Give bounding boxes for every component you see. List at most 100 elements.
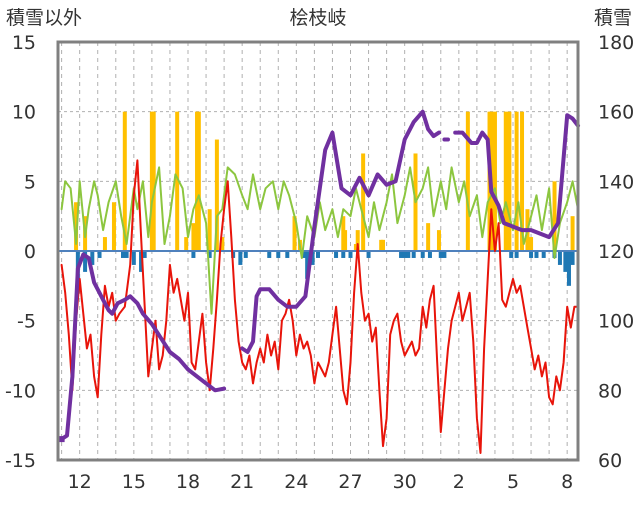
snow_change-bar [420,251,425,258]
snow_change-bar [402,251,407,258]
precip-bar [507,111,512,252]
x-tick-label: 24 [284,471,308,493]
snow_change-bar [83,251,88,272]
precip-bar [552,181,557,251]
snow_change-bar [191,251,196,258]
snow_change-bar [124,251,129,258]
x-tick-label: 27 [338,471,362,493]
left-tick-label: 15 [12,32,36,54]
snow_change-bar [399,251,404,258]
x-tick-label: 18 [176,471,200,493]
left-tick-label: -10 [5,380,36,402]
snow_change-bar [406,251,411,258]
snow_change-bar [566,251,571,286]
x-tick-label: 5 [507,471,519,493]
snow_change-bar [427,251,432,258]
snow_change-bar [348,251,353,258]
precip-bar [436,230,441,251]
snow_change-bar [534,251,539,258]
precip-bar [220,237,225,251]
right-tick-label: 180 [598,32,634,54]
right-tick-label: 160 [598,102,634,124]
snow_change-bar [301,251,306,258]
right-tick-label: 100 [598,311,634,333]
right-tick-label: 60 [598,450,622,472]
left-tick-label: -5 [17,311,36,333]
snow_change-bar [121,251,125,258]
left-axis-label: 積雪以外 [6,7,82,29]
precip-bar [207,209,212,251]
left-tick-labels: 15 10 5 0 -5 -10 -15 [5,32,36,472]
right-tick-label: 80 [598,380,622,402]
snow_change-bar [90,251,95,265]
snow_change-bar [131,251,136,265]
snow_change-bar [563,251,568,272]
plot-frame [56,40,580,462]
precip-bar [184,237,189,251]
precip-bar [151,111,156,252]
precip-bar [520,111,525,252]
x-tick-label: 2 [453,471,465,493]
precip-bar [196,111,201,252]
min_temp-line [60,159,579,454]
precip-bar [514,111,519,252]
snow_change-bar [509,251,514,258]
x-tick-labels: 12 15 18 21 24 27 30 2 5 8 [68,471,574,493]
precip-bar [355,230,360,251]
precip-bar [175,111,180,252]
snow_change-bar [529,251,534,258]
snow_change-bar [316,251,320,258]
precip-bar [111,202,116,251]
x-tick-label: 30 [393,471,417,493]
precip-bar [503,111,508,252]
left-tick-label: -15 [5,450,36,472]
right-tick-labels: 180 160 140 120 100 80 60 [598,32,634,472]
precip-bar [122,111,127,252]
precip-bar [292,216,297,251]
snow_change-bar [438,251,443,258]
precip-bar [381,239,385,251]
left-tick-label: 10 [12,102,36,124]
snow_change-bar [442,251,447,258]
right-tick-label: 140 [598,171,634,193]
snow-depth-start-marker [58,436,65,443]
snow_change-bar [341,251,346,258]
precip-bar [492,111,497,252]
left-tick-label: 5 [24,171,36,193]
snow_change-bar [139,251,144,272]
snow_change-bar [310,251,315,265]
snow_change-bar [243,251,248,258]
snow_change-bar [142,251,147,258]
precip-bar [102,237,107,251]
snow_change-bar [557,251,562,265]
snow_change-bar [411,251,416,258]
precip-bar [426,223,431,251]
snow_change-bar [276,251,281,258]
snow_change-bar [285,251,290,258]
precip-bar [465,111,470,252]
chart-title: 桧枝岐 [289,7,346,29]
snow_change-bar [267,251,272,258]
precip-bar [570,216,575,251]
left-tick-label: 0 [24,241,36,263]
precip-bar [361,153,366,251]
series-lines [58,109,580,454]
x-tick-label: 8 [561,471,573,493]
right-tick-label: 120 [598,241,634,263]
snow_change-bar [366,251,371,258]
x-tick-label: 12 [68,471,92,493]
snow_change-bar [207,251,212,258]
snow_change-bar [97,251,102,258]
right-axis-label: 積雪 [594,7,632,29]
snow_change-bar [334,251,339,258]
x-tick-label: 21 [230,471,254,493]
precip-bar [191,223,196,251]
precip-bar [343,230,348,251]
snow_change-bar [570,251,575,265]
max_temp-line [60,166,579,315]
snow_change-bar [514,251,519,258]
precip-bar [214,139,219,251]
snow_change-bar [238,251,243,265]
snow_depth-line [59,109,580,442]
